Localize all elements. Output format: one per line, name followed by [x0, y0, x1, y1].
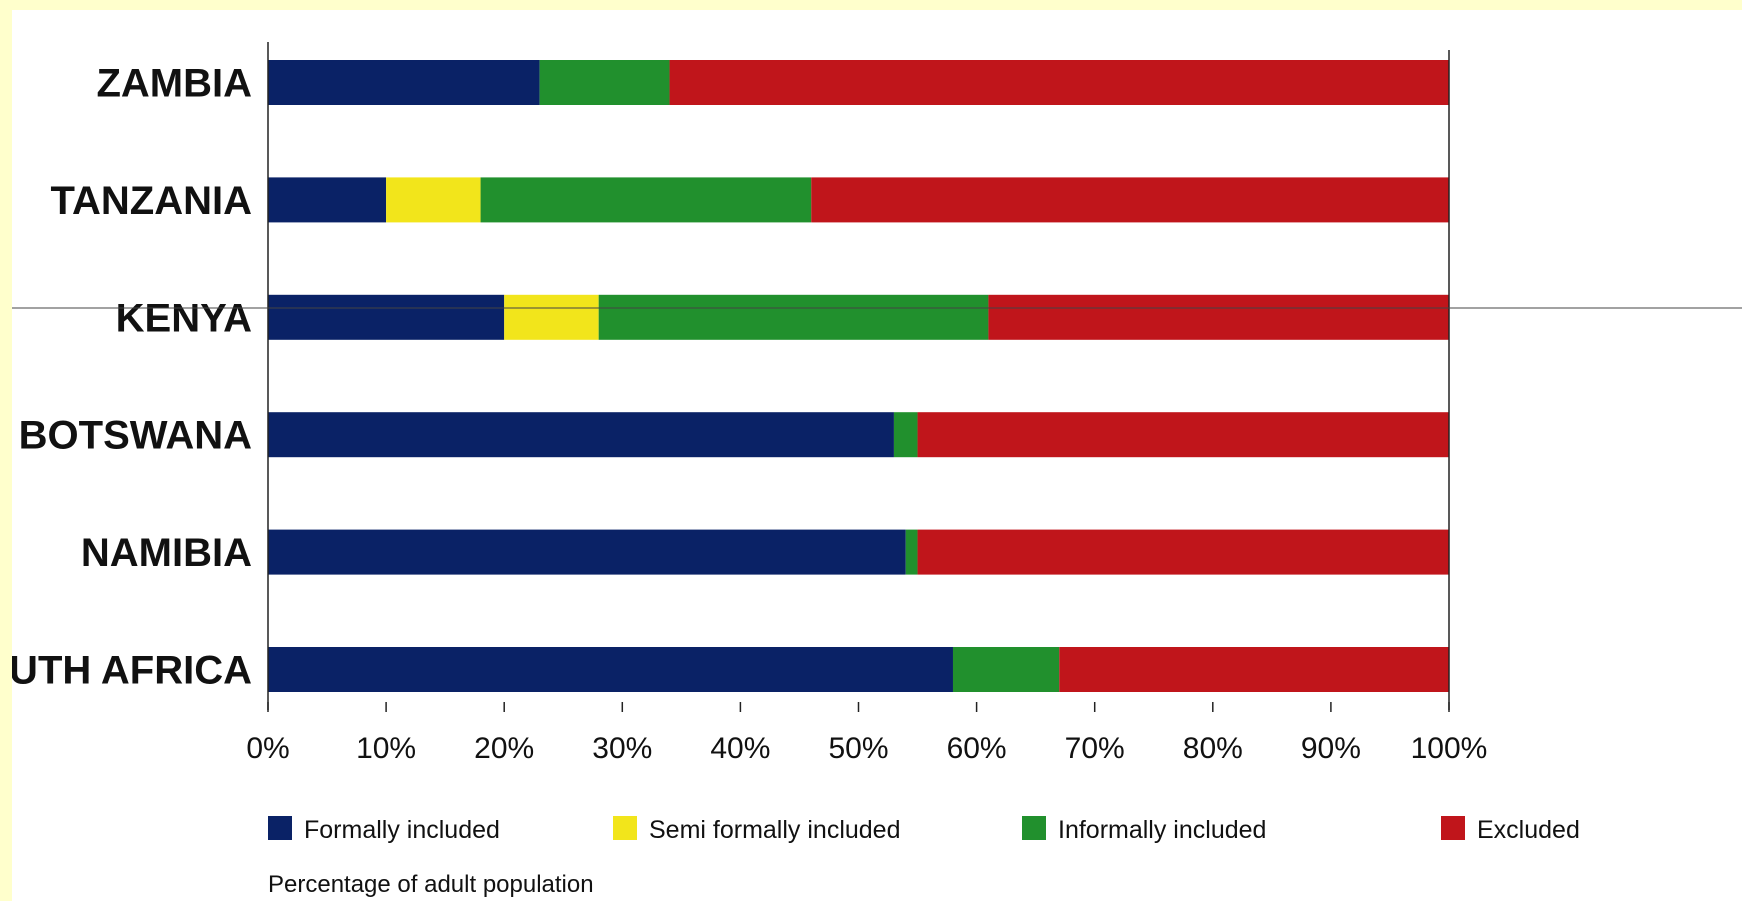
bar-segment-botswana-3: [917, 412, 1449, 458]
legend: Formally included Semi formally included I…: [268, 816, 1580, 844]
legend-label: Informally included: [1058, 816, 1266, 844]
x-tick-label: 0%: [246, 732, 289, 765]
category-label: SOUTH AFRICA: [12, 649, 252, 693]
x-tick-label: 40%: [710, 732, 770, 765]
bars-group: [268, 60, 1449, 692]
bar-segment-botswana-2: [893, 412, 918, 458]
bar-segment-zambia-2: [539, 60, 670, 105]
bar-segment-kenya-1: [504, 294, 599, 340]
axis-note: Percentage of adult population: [268, 871, 594, 898]
legend-swatch: [268, 816, 292, 840]
bar-segment-kenya-3: [988, 294, 1449, 340]
bar-segment-namibia-0: [268, 529, 906, 575]
bar-segment-tanzania-1: [386, 177, 481, 223]
x-tick-label: 20%: [474, 732, 534, 765]
bar-segment-namibia-2: [905, 529, 918, 575]
bar-segment-botswana-0: [268, 412, 894, 458]
legend-label: Formally included: [304, 816, 500, 844]
stacked-bar-chart: ZAMBIA TANZANIA KENYA BOTSWANA NAMIBIA SOUTH …: [12, 42, 1742, 898]
bar-segment-namibia-3: [917, 529, 1449, 575]
category-label: KENYA: [116, 296, 252, 340]
x-tick-label: 30%: [592, 732, 652, 765]
category-labels: ZAMBIA TANZANIA KENYA BOTSWANA NAMIBIA SOUTH …: [12, 62, 252, 693]
legend-swatch: [613, 816, 637, 840]
legend-label: Semi formally included: [649, 816, 901, 844]
category-label: TANZANIA: [51, 179, 252, 223]
category-label: BOTSWANA: [19, 414, 252, 458]
bar-segment-tanzania-2: [480, 177, 812, 223]
legend-label: Excluded: [1477, 816, 1580, 844]
x-tick-label: 70%: [1065, 732, 1125, 765]
x-tick-labels: 0% 10% 20% 30% 40% 50% 60% 70% 80% 90% 100%: [246, 702, 1487, 765]
axes-group: [12, 42, 1742, 710]
category-label: ZAMBIA: [96, 62, 252, 106]
bar-segment-south-africa-2: [952, 647, 1060, 692]
bar-segment-south-africa-0: [268, 647, 953, 692]
x-tick-label: 60%: [947, 732, 1007, 765]
x-tick-label: 100%: [1411, 732, 1488, 765]
category-label: NAMIBIA: [81, 531, 252, 575]
bar-segment-south-africa-3: [1059, 647, 1449, 692]
legend-swatch: [1022, 816, 1046, 840]
bar-segment-zambia-0: [268, 60, 540, 105]
x-tick-label: 80%: [1183, 732, 1243, 765]
legend-swatch: [1441, 816, 1465, 840]
bar-segment-kenya-2: [598, 294, 989, 340]
x-tick-label: 10%: [356, 732, 416, 765]
x-tick-label: 50%: [828, 732, 888, 765]
bar-segment-zambia-3: [669, 60, 1449, 105]
bar-segment-tanzania-0: [268, 177, 387, 223]
bar-segment-kenya-0: [268, 294, 505, 340]
bar-segment-tanzania-3: [811, 177, 1449, 223]
chart-panel: ZAMBIA TANZANIA KENYA BOTSWANA NAMIBIA SOUTH …: [12, 10, 1742, 901]
x-tick-label: 90%: [1301, 732, 1361, 765]
